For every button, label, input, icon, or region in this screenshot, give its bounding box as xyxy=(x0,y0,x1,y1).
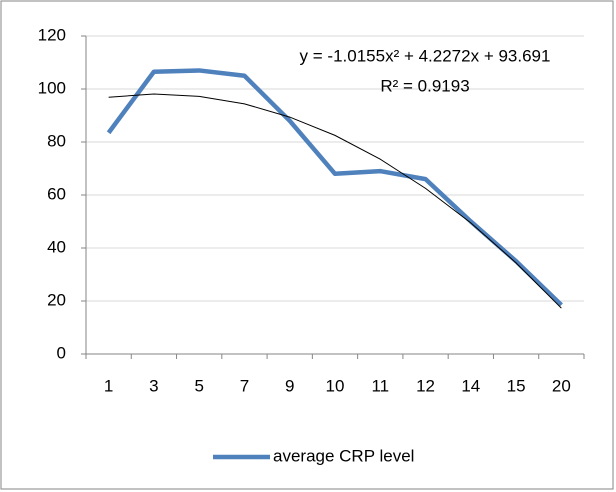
x-tick-label: 1 xyxy=(104,376,113,395)
legend-label: average CRP level xyxy=(273,446,414,465)
y-tick-label: 100 xyxy=(38,78,66,97)
y-tick-label: 0 xyxy=(57,343,66,362)
y-tick-label: 40 xyxy=(47,237,66,256)
x-tick-label: 9 xyxy=(285,376,294,395)
y-tick-label: 80 xyxy=(47,131,66,150)
trendline-r-squared: R² = 0.9193 xyxy=(380,76,469,95)
x-tick-label: 10 xyxy=(326,376,345,395)
y-tick-label: 120 xyxy=(38,25,66,44)
y-tick-label: 20 xyxy=(47,290,66,309)
x-tick-label: 5 xyxy=(194,376,203,395)
x-tick-label: 11 xyxy=(371,376,389,395)
trendline-equation: y = -1.0155x² + 4.2272x + 93.691 xyxy=(300,46,551,65)
trendline xyxy=(108,93,562,309)
x-tick-label: 15 xyxy=(507,376,526,395)
data-line xyxy=(106,68,563,307)
x-tick-label: 14 xyxy=(461,376,480,395)
x-tick-label: 3 xyxy=(149,376,158,395)
x-tick-label: 20 xyxy=(552,376,571,395)
x-tick-label: 12 xyxy=(416,376,435,395)
y-tick-label: 60 xyxy=(47,184,66,203)
x-tick-label: 7 xyxy=(240,376,249,395)
